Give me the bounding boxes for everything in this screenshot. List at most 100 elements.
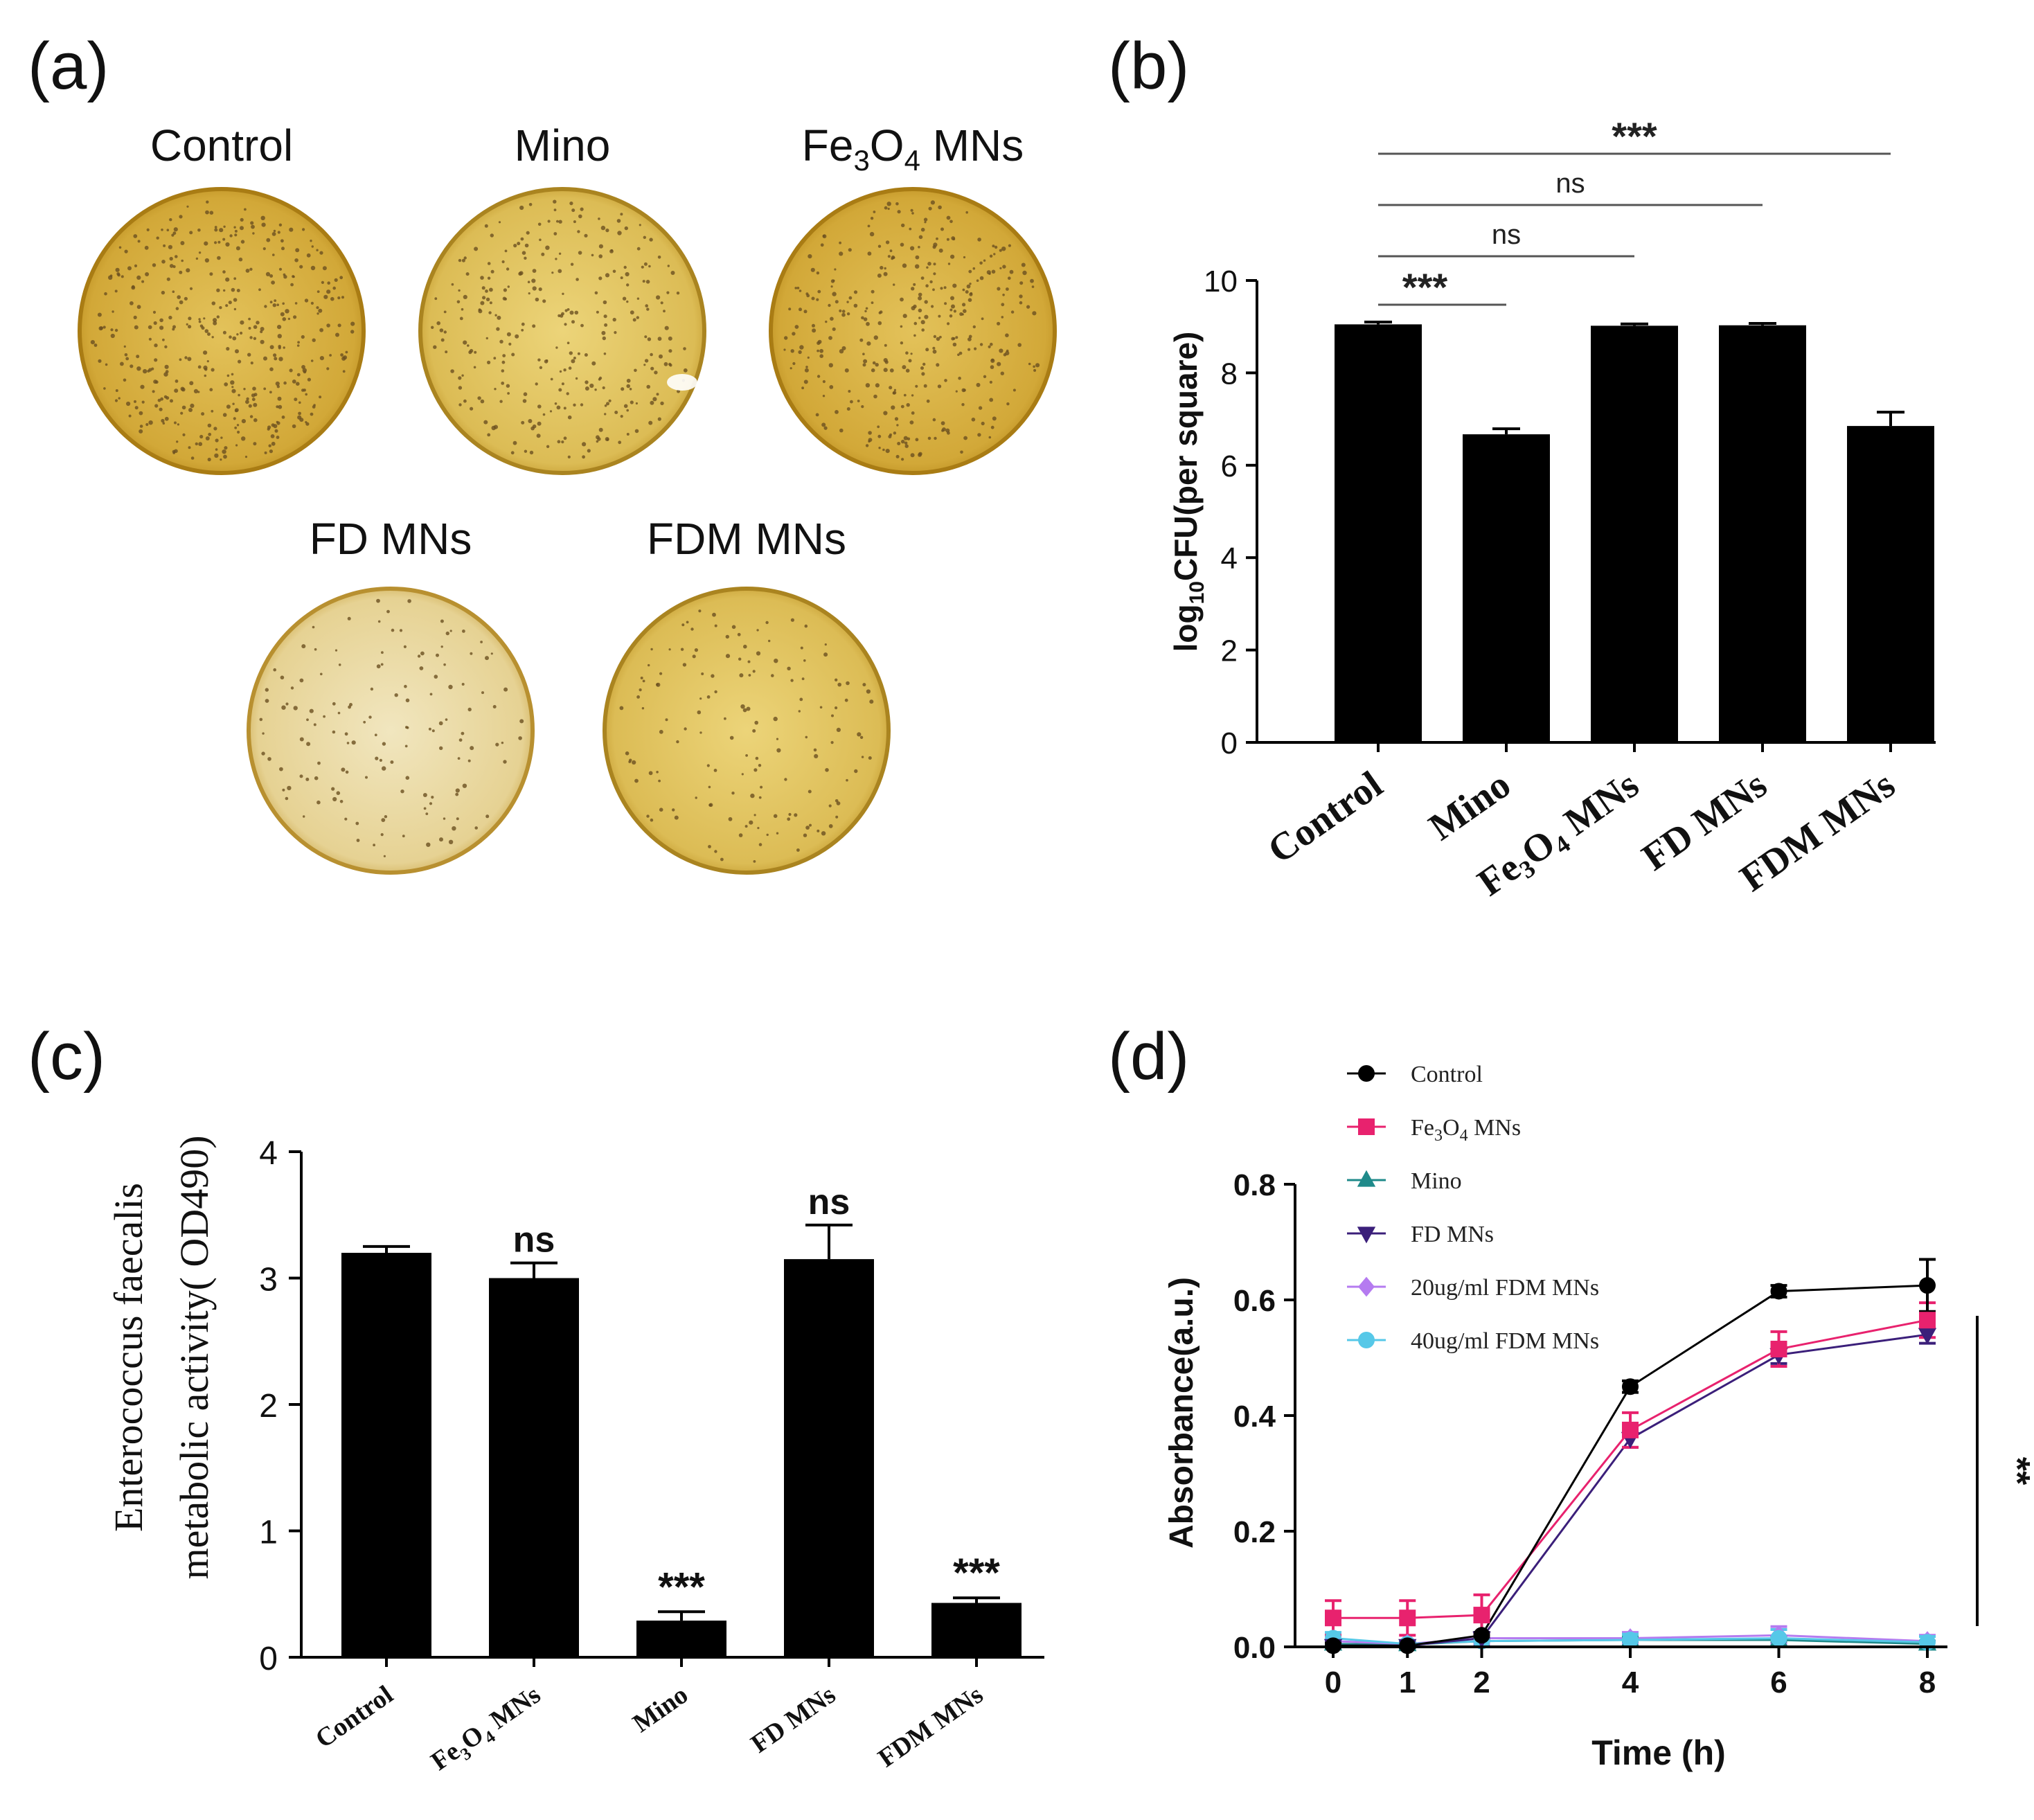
colony-dot (901, 440, 905, 444)
colony-dot (383, 855, 386, 857)
colony-dot (319, 328, 323, 332)
colony-dot (248, 404, 252, 408)
c-significance-label: *** (953, 1551, 1000, 1596)
colony-dot (952, 283, 957, 288)
colony-dot (866, 341, 871, 346)
colony-dot (862, 683, 866, 687)
colony-dot (496, 327, 500, 331)
colony-dot (863, 359, 868, 364)
colony-dot (773, 716, 778, 722)
colony-dot (480, 641, 483, 643)
colony-dot (248, 327, 251, 330)
colony-dot (755, 756, 759, 760)
colony-dot (811, 296, 815, 301)
colony-dot (502, 354, 506, 357)
colony-dot (1010, 310, 1015, 314)
colony-dot (518, 271, 522, 276)
colony-dot (250, 362, 253, 365)
colony-dot (490, 652, 493, 655)
colony-dot (195, 257, 199, 260)
colony-dot (725, 654, 731, 659)
colony-dot (470, 746, 474, 751)
colony-dot (660, 301, 663, 305)
c-bar-3 (636, 1621, 726, 1657)
colony-dot (273, 668, 277, 672)
colony-dot (893, 389, 896, 391)
colony-dot (1028, 362, 1031, 366)
colony-dot (600, 225, 606, 231)
colony-dot (891, 405, 895, 410)
colony-dot (812, 328, 817, 333)
colony-dot (355, 821, 359, 826)
colony-dot (111, 310, 114, 313)
plate-label-control: Control (150, 121, 293, 170)
colony-dot (853, 290, 858, 294)
colony-dot (1017, 343, 1022, 347)
colony-dot (816, 298, 819, 301)
colony-dot (992, 416, 997, 421)
colony-dot (936, 337, 940, 341)
colony-dot (989, 398, 994, 402)
colony-dot (844, 698, 848, 702)
colony-dot (531, 278, 536, 283)
colony-dot (253, 442, 257, 446)
colony-dot (918, 292, 922, 297)
colony-dot (260, 327, 265, 331)
colony-dot (774, 659, 778, 663)
colony-dot (1019, 294, 1023, 298)
colony-dot (918, 296, 922, 301)
colony-dot (698, 609, 702, 613)
c-y-tick-label: 2 (259, 1388, 278, 1425)
colony-dot (873, 394, 877, 399)
colony-dot (521, 420, 525, 425)
c-bar-5 (931, 1603, 1022, 1657)
colony-dot (377, 620, 381, 623)
colony-dot (425, 812, 429, 815)
colony-dot (792, 362, 796, 366)
colony-dot (873, 211, 876, 213)
colony-dot (373, 844, 375, 847)
colony-dot (958, 376, 961, 380)
colony-dot (434, 675, 438, 679)
colony-dot (708, 803, 713, 808)
colony-dot (989, 380, 992, 384)
colony-dot (666, 291, 670, 294)
colony-dot (226, 374, 230, 377)
colony-dot (172, 231, 177, 235)
colony-dot (598, 427, 603, 432)
colony-dot (130, 364, 134, 368)
colony-dot (278, 346, 281, 350)
colony-dot (652, 397, 657, 402)
colony-dot (461, 258, 465, 262)
colony-dot (532, 324, 536, 328)
colony-dot (506, 384, 510, 388)
colony-dot (214, 228, 218, 232)
d-significance-label: ** (1997, 1457, 2034, 1486)
colony-dot (485, 297, 490, 301)
d-point-1 (1770, 1283, 1787, 1300)
colony-dot (233, 307, 237, 311)
colony-dot (222, 413, 227, 417)
colony-dot (225, 277, 230, 282)
colony-dot (521, 328, 524, 332)
colony-dot (883, 368, 888, 373)
colony-dot (650, 818, 654, 822)
colony-dot (951, 236, 956, 240)
colony-dot (884, 206, 888, 210)
colony-dot (979, 261, 983, 265)
colony-dot (332, 796, 337, 802)
colony-dot (587, 449, 591, 453)
colony-dot (803, 833, 808, 837)
colony-dot (285, 796, 289, 801)
colony-dot (266, 238, 271, 242)
plate-label-fdm: FDM MNs (647, 514, 846, 564)
colony-dot (458, 738, 463, 742)
colony-dot (323, 715, 325, 718)
colony-dot (965, 290, 969, 294)
colony-dot (947, 262, 951, 265)
colony-dot (932, 349, 937, 354)
colony-dot (222, 330, 226, 334)
colony-dot (457, 757, 461, 760)
colony-dot (901, 223, 905, 228)
colony-dot (823, 426, 828, 430)
